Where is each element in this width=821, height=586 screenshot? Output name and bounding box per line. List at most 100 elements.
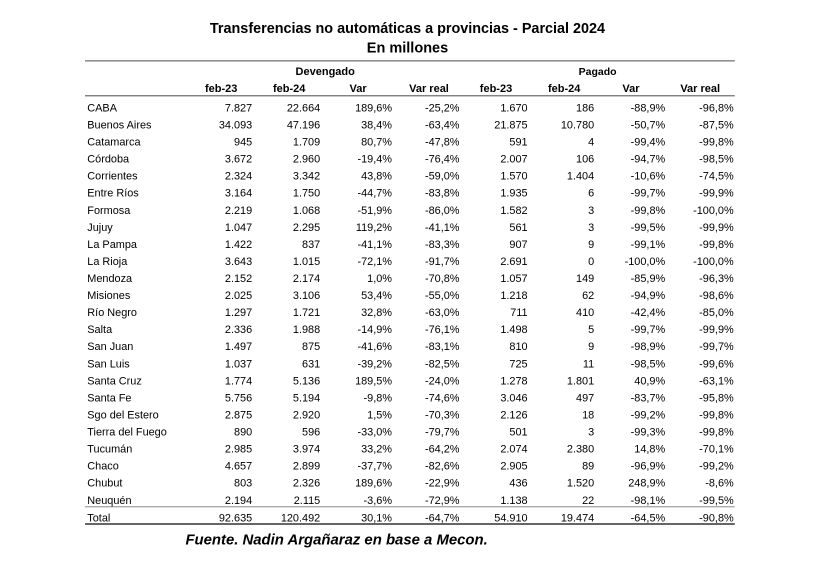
svg-text:-99,5%: -99,5% — [699, 495, 734, 507]
svg-text:11: 11 — [583, 358, 594, 370]
svg-text:-98,9%: -98,9% — [631, 341, 666, 353]
svg-text:1.570: 1.570 — [500, 171, 527, 183]
svg-text:Var real: Var real — [680, 83, 720, 95]
svg-text:33,2%: 33,2% — [361, 444, 392, 456]
svg-text:feb-24: feb-24 — [273, 83, 306, 95]
svg-text:Río Negro: Río Negro — [87, 307, 137, 319]
svg-text:-41,1%: -41,1% — [425, 222, 460, 234]
svg-text:-72,9%: -72,9% — [425, 495, 460, 507]
svg-text:1.935: 1.935 — [500, 188, 527, 200]
svg-text:-99,7%: -99,7% — [631, 324, 666, 336]
svg-text:Catamarca: Catamarca — [87, 137, 141, 149]
svg-text:19.474: 19.474 — [561, 513, 594, 525]
svg-text:-79,7%: -79,7% — [425, 427, 460, 439]
svg-text:Total: Total — [87, 513, 110, 525]
svg-text:-99,8%: -99,8% — [699, 427, 734, 439]
svg-text:3.643: 3.643 — [225, 256, 252, 268]
svg-text:2.115: 2.115 — [294, 495, 320, 507]
svg-text:2.126: 2.126 — [500, 409, 527, 421]
svg-text:-42,4%: -42,4% — [631, 307, 666, 319]
svg-text:1.057: 1.057 — [500, 273, 527, 285]
svg-text:1.670: 1.670 — [500, 102, 527, 114]
svg-text:62: 62 — [582, 290, 594, 302]
svg-text:-99,7%: -99,7% — [631, 188, 666, 200]
svg-text:18: 18 — [582, 409, 594, 421]
svg-text:-63,1%: -63,1% — [699, 375, 734, 387]
svg-text:Devengado: Devengado — [296, 66, 356, 78]
svg-text:-63,4%: -63,4% — [425, 119, 460, 131]
svg-text:-99,4%: -99,4% — [631, 137, 666, 149]
svg-text:1.068: 1.068 — [293, 205, 320, 217]
svg-text:9: 9 — [588, 239, 594, 251]
svg-text:189,6%: 189,6% — [355, 478, 392, 490]
svg-text:5: 5 — [588, 324, 594, 336]
svg-text:89: 89 — [582, 461, 594, 473]
svg-text:875: 875 — [302, 341, 320, 353]
svg-text:945: 945 — [234, 137, 252, 149]
svg-text:-19,4%: -19,4% — [357, 154, 392, 166]
svg-text:1,5%: 1,5% — [367, 409, 392, 421]
svg-text:38,4%: 38,4% — [361, 119, 392, 131]
svg-text:-14,9%: -14,9% — [357, 324, 392, 336]
svg-text:186: 186 — [576, 102, 594, 114]
svg-text:497: 497 — [576, 392, 594, 404]
svg-text:La Rioja: La Rioja — [87, 256, 128, 268]
svg-text:-98,6%: -98,6% — [699, 290, 734, 302]
svg-text:-51,9%: -51,9% — [357, 205, 392, 217]
svg-text:-44,7%: -44,7% — [357, 188, 392, 200]
svg-text:-99,9%: -99,9% — [699, 324, 734, 336]
svg-text:-88,9%: -88,9% — [631, 102, 666, 114]
svg-text:810: 810 — [509, 341, 527, 353]
svg-text:Santa Fe: Santa Fe — [87, 392, 131, 404]
svg-text:-83,3%: -83,3% — [425, 239, 460, 251]
svg-text:-64,7%: -64,7% — [425, 513, 460, 525]
svg-text:631: 631 — [302, 358, 320, 370]
svg-text:80,7%: 80,7% — [361, 137, 392, 149]
svg-text:1.497: 1.497 — [225, 341, 252, 353]
svg-text:3.342: 3.342 — [293, 171, 320, 183]
svg-text:1.801: 1.801 — [567, 375, 594, 387]
svg-text:Transferencias no automáticas: Transferencias no automáticas a provinci… — [210, 21, 605, 37]
svg-text:1.037: 1.037 — [225, 358, 252, 370]
svg-text:-74,6%: -74,6% — [425, 392, 460, 404]
svg-text:4: 4 — [588, 137, 594, 149]
svg-text:-64,2%: -64,2% — [425, 444, 460, 456]
svg-text:9: 9 — [588, 341, 594, 353]
svg-text:-87,5%: -87,5% — [699, 119, 734, 131]
svg-text:1.138: 1.138 — [500, 495, 527, 507]
svg-text:32,8%: 32,8% — [361, 307, 392, 319]
svg-text:-99,2%: -99,2% — [699, 461, 734, 473]
svg-text:711: 711 — [510, 307, 527, 319]
svg-text:2.875: 2.875 — [225, 409, 252, 421]
svg-text:-98,1%: -98,1% — [631, 495, 666, 507]
svg-text:3.106: 3.106 — [293, 290, 320, 302]
svg-text:Var: Var — [350, 83, 368, 95]
svg-text:21.875: 21.875 — [494, 119, 527, 131]
svg-text:10.780: 10.780 — [561, 119, 594, 131]
svg-text:-94,7%: -94,7% — [631, 154, 666, 166]
svg-text:2.960: 2.960 — [293, 154, 320, 166]
svg-text:-99,6%: -99,6% — [699, 358, 734, 370]
svg-text:Var real: Var real — [409, 83, 449, 95]
svg-text:2.326: 2.326 — [293, 478, 320, 490]
svg-text:1.404: 1.404 — [567, 171, 594, 183]
svg-text:feb-23: feb-23 — [205, 83, 237, 95]
svg-text:149: 149 — [576, 273, 594, 285]
svg-text:-82,5%: -82,5% — [425, 358, 460, 370]
svg-text:San Luis: San Luis — [87, 358, 130, 370]
svg-text:3.046: 3.046 — [500, 392, 527, 404]
svg-text:-59,0%: -59,0% — [425, 171, 460, 183]
svg-text:Córdoba: Córdoba — [87, 154, 130, 166]
svg-text:1.422: 1.422 — [225, 239, 252, 251]
svg-text:-8,6%: -8,6% — [705, 478, 734, 490]
svg-text:3: 3 — [588, 222, 594, 234]
svg-text:5.194: 5.194 — [293, 392, 320, 404]
svg-text:890: 890 — [234, 427, 252, 439]
svg-text:-99,7%: -99,7% — [699, 341, 734, 353]
svg-text:-99,2%: -99,2% — [631, 409, 666, 421]
svg-text:San Juan: San Juan — [87, 341, 133, 353]
svg-text:106: 106 — [576, 154, 594, 166]
svg-text:2.985: 2.985 — [225, 444, 252, 456]
svg-text:-76,1%: -76,1% — [425, 324, 460, 336]
svg-text:-99,9%: -99,9% — [699, 222, 734, 234]
